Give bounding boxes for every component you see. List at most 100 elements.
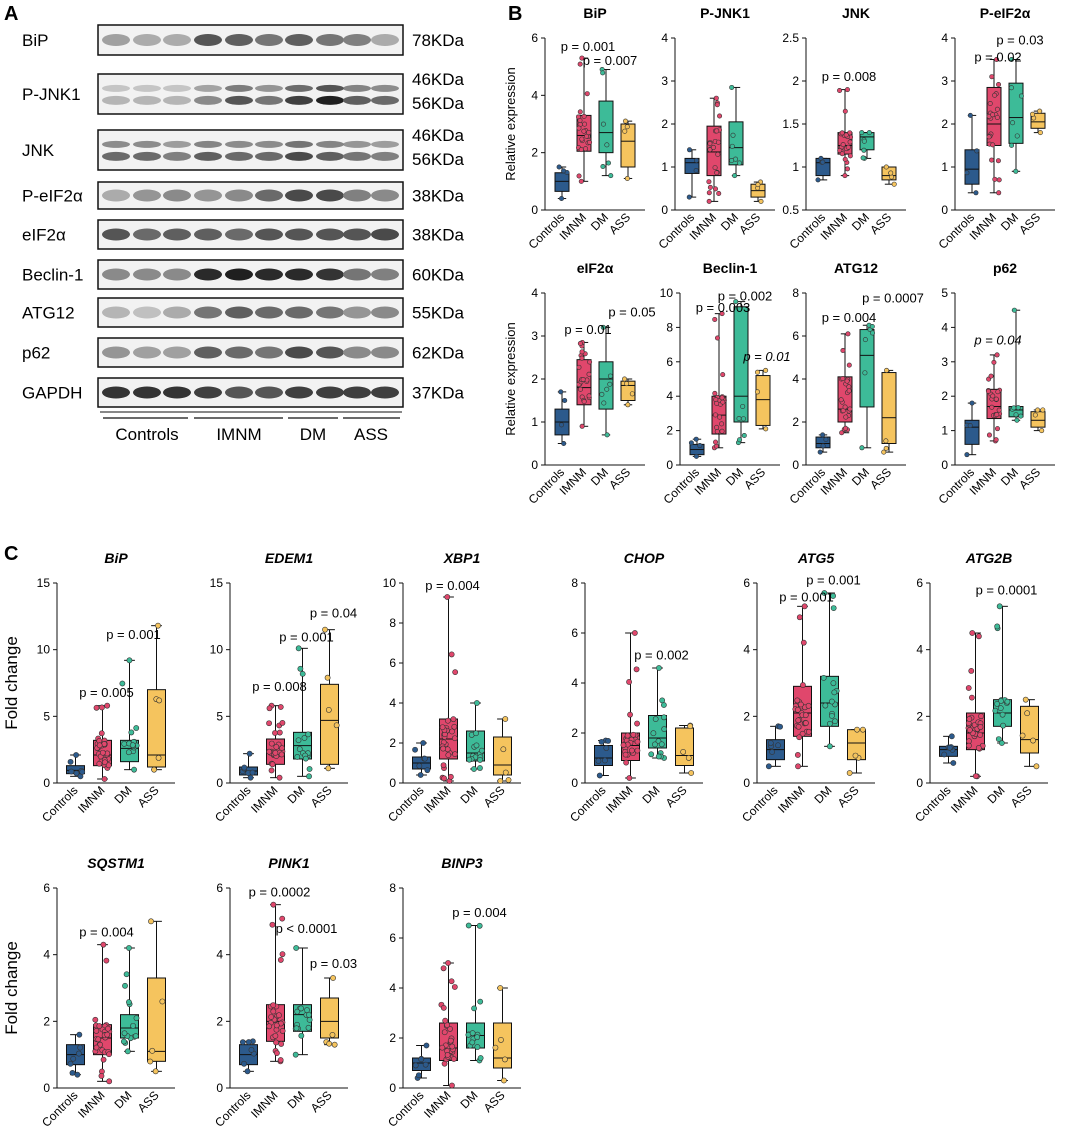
p-value-annotation: p = 0.001 [279, 630, 334, 645]
data-point [74, 1071, 81, 1078]
data-point [844, 166, 850, 172]
data-point [325, 707, 332, 713]
data-point [826, 743, 833, 750]
data-point [330, 975, 336, 981]
y-axis-label: Fold change [2, 636, 21, 730]
data-point [973, 190, 979, 196]
data-point [986, 134, 992, 140]
data-point [106, 1078, 113, 1085]
data-point [625, 402, 631, 408]
y-tick-label: 4 [43, 948, 50, 962]
blot-kda-label: 60KDa [412, 266, 465, 285]
data-point [852, 752, 859, 759]
blot-band [194, 346, 222, 359]
blot-kda-label: 78KDa [412, 31, 465, 50]
blot-band [225, 306, 253, 319]
blot-kda-label: 55KDa [412, 304, 465, 323]
data-point [272, 730, 278, 736]
box-dm [1008, 82, 1024, 144]
blot-band [316, 346, 344, 359]
data-point [758, 198, 764, 204]
data-point [1011, 405, 1017, 411]
data-point [686, 194, 692, 200]
blot-row: ATG12 55KDa [22, 297, 465, 328]
y-tick-label: 3 [531, 329, 538, 343]
data-point [451, 984, 458, 990]
data-point [576, 173, 582, 179]
data-point [497, 778, 504, 784]
data-point [104, 1031, 111, 1038]
data-point [977, 732, 984, 738]
data-point [715, 139, 721, 145]
data-point [469, 1039, 476, 1046]
y-tick-label: 0 [43, 776, 50, 790]
data-point [623, 759, 630, 766]
data-point [273, 744, 280, 750]
data-point [477, 1055, 484, 1061]
data-point [883, 445, 889, 451]
data-point [847, 406, 853, 412]
blot-band [194, 306, 222, 319]
data-point [840, 142, 846, 148]
data-point [733, 156, 739, 162]
data-point [69, 1069, 76, 1076]
data-point [714, 424, 720, 430]
data-point [974, 148, 980, 154]
data-point [246, 750, 253, 757]
data-point [794, 697, 801, 704]
data-point [1015, 405, 1021, 411]
data-point [729, 143, 735, 149]
data-point [279, 745, 285, 751]
data-point [279, 719, 286, 726]
data-point [329, 1032, 336, 1038]
data-point [447, 773, 454, 780]
blot-band [225, 228, 253, 241]
data-point [440, 965, 447, 972]
y-axis-label: Relative expression [503, 67, 518, 180]
category-label: ASS [606, 210, 633, 237]
data-point [295, 737, 302, 744]
data-point [658, 741, 665, 748]
y-tick-label: 5 [941, 286, 948, 300]
box-dm [733, 306, 749, 423]
y-tick-label: 2 [666, 424, 673, 438]
data-point [995, 389, 1001, 395]
data-point [840, 376, 846, 382]
data-point [737, 437, 743, 443]
data-point [802, 712, 809, 719]
data-point [720, 399, 726, 405]
data-point [445, 717, 451, 724]
category-label: DM [458, 783, 481, 806]
blot-band [316, 228, 344, 241]
y-tick-label: 10 [210, 643, 224, 657]
p-value-annotation: p = 0.004 [79, 924, 134, 939]
y-tick-label: 4 [389, 981, 396, 995]
data-point [1009, 56, 1015, 62]
data-point [476, 922, 483, 929]
data-point [801, 603, 808, 610]
blot-band [102, 346, 130, 359]
data-point [996, 177, 1002, 183]
data-point [661, 714, 667, 721]
data-point [604, 142, 610, 148]
data-point [1009, 142, 1015, 148]
chart-title: EDEM1 [265, 550, 313, 566]
data-point [989, 404, 995, 410]
blot-protein-label: JNK [22, 141, 55, 160]
data-point [966, 742, 972, 749]
data-point [99, 749, 106, 756]
data-point [795, 723, 802, 730]
data-point [765, 763, 772, 770]
data-point [440, 762, 447, 769]
blot-band [285, 84, 313, 92]
blot-band [225, 346, 253, 359]
data-point [73, 770, 80, 777]
chart-title: P-JNK1 [700, 5, 750, 21]
data-point [714, 400, 720, 406]
data-point [247, 774, 254, 781]
data-point [648, 751, 655, 758]
data-point [859, 726, 866, 733]
data-point [269, 761, 276, 768]
p-value-annotation: p = 0.008 [822, 69, 877, 84]
